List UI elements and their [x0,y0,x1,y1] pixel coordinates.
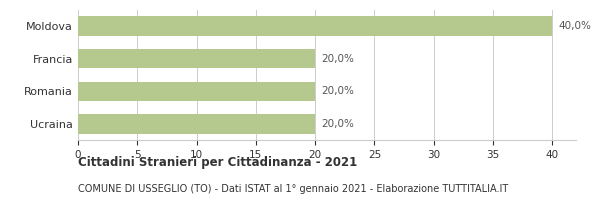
Bar [78,16,552,36]
Text: COMUNE DI USSEGLIO (TO) - Dati ISTAT al 1° gennaio 2021 - Elaborazione TUTTITALI: COMUNE DI USSEGLIO (TO) - Dati ISTAT al … [78,184,508,194]
Text: 20,0%: 20,0% [321,119,354,129]
Text: 20,0%: 20,0% [321,54,354,64]
Bar [78,49,315,68]
Bar [78,114,315,134]
Bar [78,82,315,101]
Text: 20,0%: 20,0% [321,86,354,96]
Text: 40,0%: 40,0% [558,21,591,31]
Text: Cittadini Stranieri per Cittadinanza - 2021: Cittadini Stranieri per Cittadinanza - 2… [78,156,357,169]
